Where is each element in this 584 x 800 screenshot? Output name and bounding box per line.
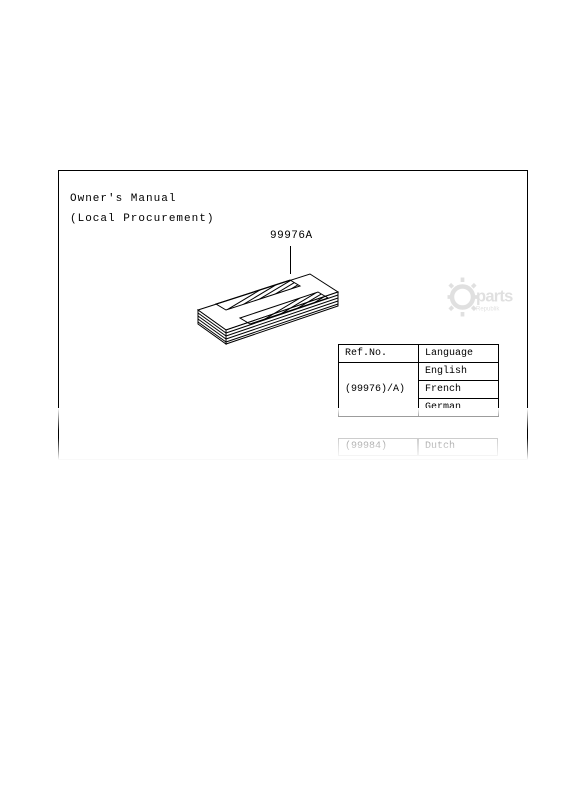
cell-lang: German <box>419 399 499 417</box>
manual-illustration <box>170 270 350 370</box>
watermark-main: parts <box>476 288 513 306</box>
ref-table: Ref.No. Language (99976)/A) English Fren… <box>338 344 499 417</box>
ghost-lang: Dutch <box>418 438 498 456</box>
title-block: Owner's Manual (Local Procurement) <box>70 190 214 230</box>
watermark-sub: Republik <box>476 307 500 313</box>
col-header-ref: Ref.No. <box>339 345 419 363</box>
cell-ref: (99976)/A) <box>339 363 419 417</box>
ghost-ref: (99984) <box>338 438 418 456</box>
col-header-lang: Language <box>419 345 499 363</box>
table-row: (99976)/A) English <box>339 363 499 381</box>
callout-label: 99976A <box>270 230 313 242</box>
page: Owner's Manual (Local Procurement) 99976… <box>0 0 584 800</box>
cell-lang: French <box>419 381 499 399</box>
title-line1: Owner's Manual <box>70 190 214 210</box>
watermark: parts Republik <box>446 276 536 336</box>
ghost-row: (99984) Dutch <box>338 438 498 456</box>
title-line2: (Local Procurement) <box>70 210 214 230</box>
cell-lang: English <box>419 363 499 381</box>
table-header-row: Ref.No. Language <box>339 345 499 363</box>
